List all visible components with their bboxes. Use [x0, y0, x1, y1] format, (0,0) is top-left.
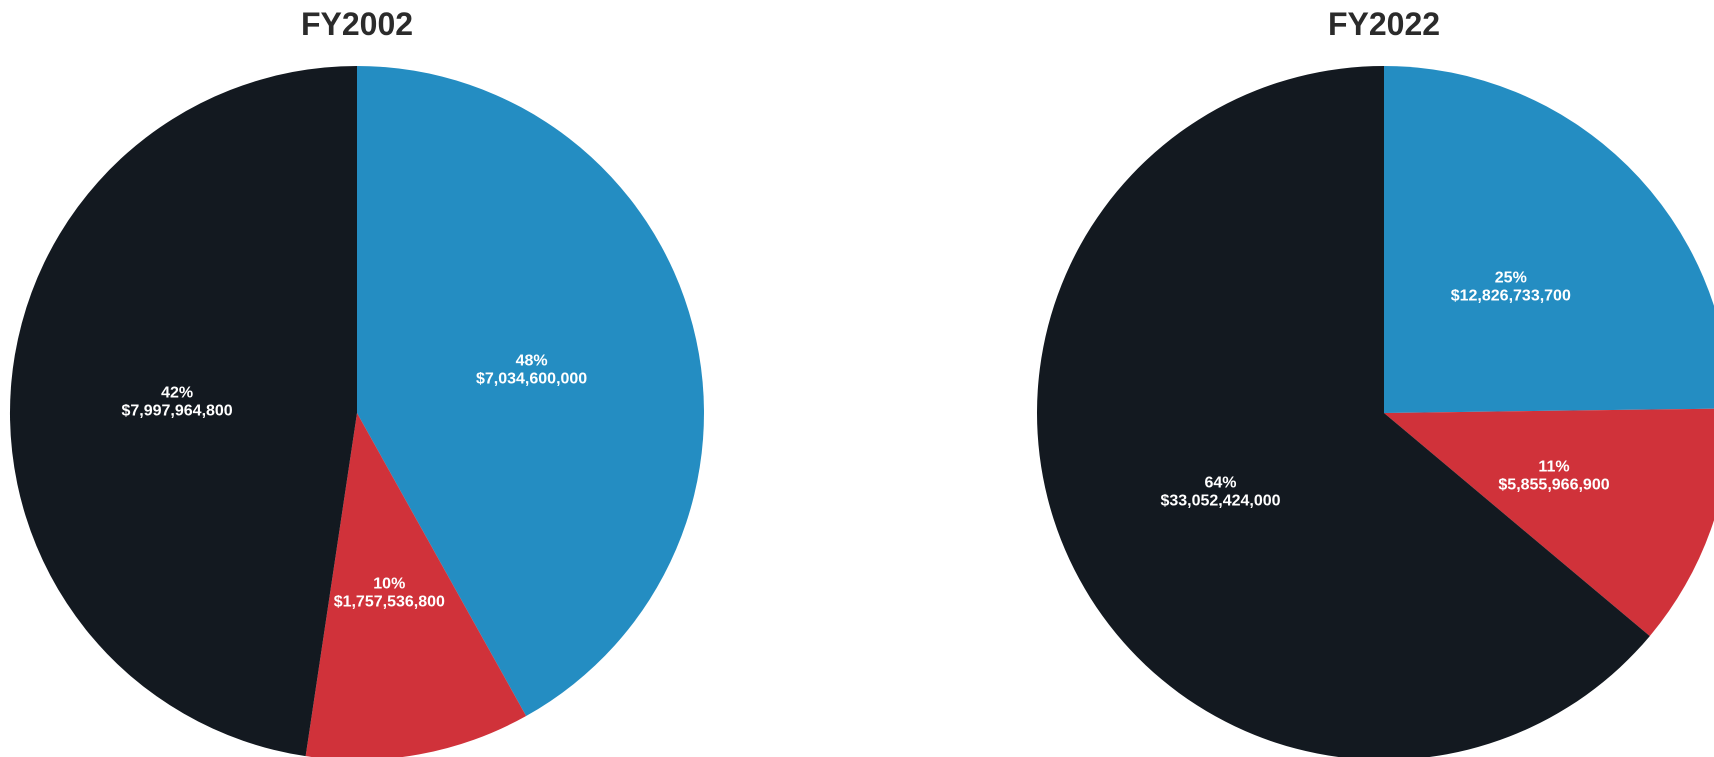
pie-slice-fy2002-2	[9, 66, 358, 757]
slice-percent-label: 48%	[516, 353, 548, 370]
slice-label-fy2002-1: 10% $1,757,536,800	[334, 576, 445, 611]
pie-chart-fy2022: FY2022 25% $12,826,733,700 11% $5,855,966,9…	[1037, 6, 1714, 757]
pie-slice-labels: 25% $12,826,733,700 11% $5,855,966,900 64% $3…	[1160, 270, 1609, 510]
slice-value-label: $7,997,964,800	[121, 403, 232, 420]
pie-slice-fy2022-2	[1037, 66, 1650, 757]
pie-chart-fy2002: FY2002 48% $7,034,600,000 10% $1,757,536,80…	[9, 6, 704, 757]
pie-slice-fy2022-1	[1384, 408, 1714, 637]
slice-value-label: $1,757,536,800	[334, 594, 445, 611]
chart-title: FY2002	[301, 6, 413, 42]
slice-percent-label: 64%	[1204, 474, 1236, 491]
slice-label-fy2022-0: 25% $12,826,733,700	[1451, 270, 1571, 305]
slice-percent-label: 10%	[373, 576, 405, 593]
slice-percent-label: 25%	[1495, 270, 1527, 287]
slice-label-fy2002-0: 48% $7,034,600,000	[476, 353, 587, 388]
slice-percent-label: 11%	[1538, 459, 1569, 476]
slice-value-label: $5,855,966,900	[1498, 477, 1609, 494]
pie-slice-fy2002-1	[305, 413, 527, 757]
chart-title: FY2022	[1328, 6, 1440, 42]
slice-value-label: $12,826,733,700	[1451, 288, 1571, 305]
pie-slice-fy2022-0	[1384, 66, 1714, 413]
slice-value-label: $33,052,424,000	[1160, 492, 1280, 509]
pie-slices	[9, 66, 704, 757]
slice-value-label: $7,034,600,000	[476, 371, 587, 388]
slice-label-fy2022-1: 11% $5,855,966,900	[1498, 459, 1609, 494]
slice-label-fy2002-2: 42% $7,997,964,800	[121, 385, 232, 420]
slice-label-fy2022-2: 64% $33,052,424,000	[1160, 474, 1280, 509]
pie-slices	[1037, 66, 1714, 757]
pie-slice-fy2002-0	[357, 66, 704, 716]
slice-percent-label: 42%	[161, 385, 193, 402]
